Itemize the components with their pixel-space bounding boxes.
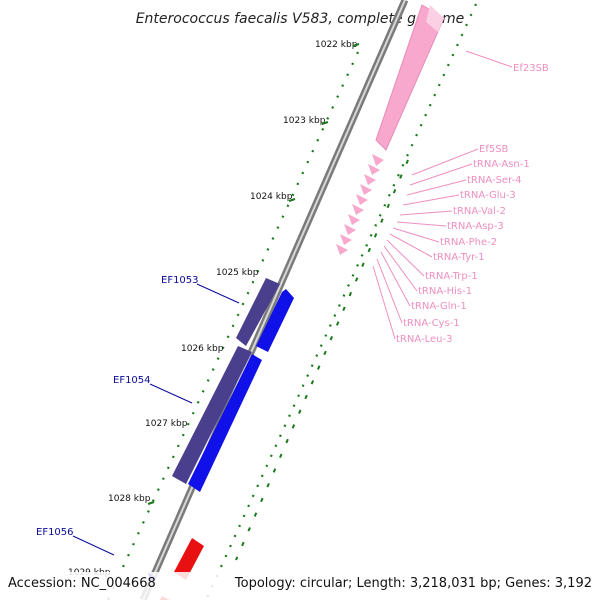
- gene-ef1054-arrow[interactable]: [172, 346, 252, 484]
- trna-asp-arrow[interactable]: [352, 204, 364, 215]
- rna-label-trna-asn-1[interactable]: tRNA-Asn-1: [473, 159, 530, 170]
- trna-tyr-arrow[interactable]: [344, 224, 356, 235]
- genome-backbone-highlight: [142, 0, 406, 600]
- gene-connector-ef1053: [196, 283, 240, 304]
- genome-summary-text: Topology: circular; Length: 3,218,031 bp…: [234, 576, 592, 591]
- rrna-23s-shade: [426, 5, 444, 32]
- gene-label-ef1053[interactable]: EF1053: [161, 275, 199, 286]
- rna-label-trna-glu-3[interactable]: tRNA-Glu-3: [460, 190, 516, 201]
- rna-label-trna-val-2[interactable]: tRNA-Val-2: [453, 206, 506, 217]
- accession-text: Accession: NC_004668: [8, 576, 156, 591]
- trna-arrows: [336, 154, 384, 255]
- tick-label-1028: 1028 kbp: [108, 494, 151, 504]
- rna-label-trna-asp-3[interactable]: tRNA-Asp-3: [447, 221, 504, 232]
- gene-label-ef1054[interactable]: EF1054: [113, 375, 151, 386]
- tick-mark-1022: [352, 43, 360, 47]
- rna-label-trna-trp-1[interactable]: tRNA-Trp-1: [425, 271, 478, 282]
- tick-mark-1028: [147, 501, 155, 505]
- tick-label-1022: 1022 kbp: [315, 40, 358, 50]
- trna-phe-arrow[interactable]: [348, 214, 360, 225]
- rna-label-trna-gln-1[interactable]: tRNA-Gln-1: [411, 301, 467, 312]
- rna-label-trna-leu-3[interactable]: tRNA-Leu-3: [396, 334, 452, 345]
- rna-label-trna-ser-4[interactable]: tRNA-Ser-4: [467, 175, 522, 186]
- rna-labels: Ef23SB Ef5SB tRNA-Asn-1 tRNA-Ser-4 tRNA-…: [372, 50, 549, 345]
- gene-ef1053-arrow[interactable]: [236, 278, 280, 346]
- tick-label-1023: 1023 kbp: [283, 116, 326, 126]
- gene-connector-ef1054: [149, 383, 193, 404]
- rna-label-ef5sb[interactable]: Ef5SB: [479, 144, 509, 155]
- tick-mark-1023: [321, 121, 329, 125]
- tick-label-1024: 1024 kbp: [250, 192, 293, 202]
- trna-trp-arrow[interactable]: [340, 234, 352, 245]
- gene-forward-1-arrow[interactable]: [256, 289, 294, 352]
- footer-backdrop: [0, 572, 600, 600]
- gene-label-ef1056[interactable]: EF1056: [36, 527, 74, 538]
- rrna-5s-arrow[interactable]: [372, 154, 384, 166]
- rna-label-trna-cys-1[interactable]: tRNA-Cys-1: [403, 318, 460, 329]
- trna-glu-arrow[interactable]: [360, 184, 372, 195]
- tick-label-1026: 1026 kbp: [181, 344, 224, 354]
- map-title: Enterococcus faecalis V583, complete gen…: [136, 11, 465, 27]
- rna-label-ef23sb[interactable]: Ef23SB: [513, 63, 549, 74]
- gene-red-1-arrow[interactable]: [174, 538, 204, 580]
- rna-label-trna-tyr-1[interactable]: tRNA-Tyr-1: [433, 252, 485, 263]
- trna-ser-arrow[interactable]: [364, 174, 376, 185]
- tick-label-1027: 1027 kbp: [145, 419, 188, 429]
- rna-label-trna-phe-2[interactable]: tRNA-Phe-2: [440, 237, 497, 248]
- rna-label-trna-his-1[interactable]: tRNA-His-1: [418, 286, 472, 297]
- trna-his-arrow[interactable]: [336, 244, 348, 255]
- tick-mark-1024: [288, 198, 296, 202]
- gene-forward-2-arrow[interactable]: [188, 354, 262, 492]
- trna-asn-arrow[interactable]: [368, 164, 380, 175]
- trna-val-arrow[interactable]: [356, 194, 368, 205]
- tick-label-1025: 1025 kbp: [216, 268, 259, 278]
- gene-connector-ef1056: [72, 535, 115, 556]
- gc-skew-track-inner: [106, 3, 478, 600]
